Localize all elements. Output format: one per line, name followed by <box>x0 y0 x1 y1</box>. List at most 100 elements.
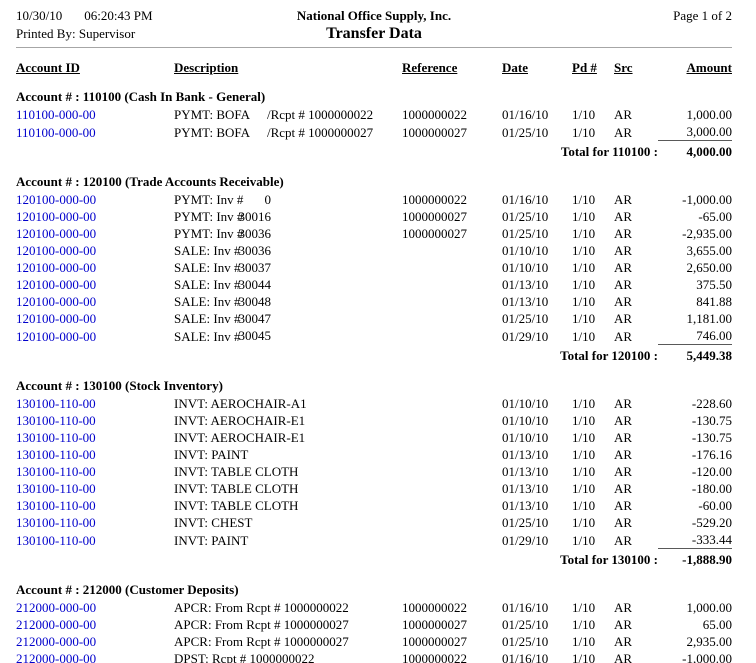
column-header-row: Account ID Description Reference Date Pd… <box>16 48 732 82</box>
description-label: SALE: Inv # <box>174 260 241 275</box>
description-number: 30036 <box>238 243 272 258</box>
period-cell: 1/10 <box>572 413 596 428</box>
account-section-heading: Account # : 120100 (Trade Accounts Recei… <box>16 167 732 191</box>
description-label: PYMT: BOFA <box>174 107 251 122</box>
period-cell: 1/10 <box>572 226 596 241</box>
account-id-link[interactable]: 130100-110-00 <box>16 481 96 496</box>
period-cell: 1/10 <box>572 209 596 224</box>
description-detail: /Rcpt # 1000000022 <box>267 107 374 122</box>
source-cell: AR <box>614 634 633 649</box>
account-id-link[interactable]: 120100-000-00 <box>16 192 97 207</box>
date-cell: 01/13/10 <box>502 447 549 462</box>
column-header-reference: Reference <box>402 60 458 75</box>
reference-cell <box>402 514 502 531</box>
period-cell: 1/10 <box>572 651 596 663</box>
description-label: PYMT: Inv # <box>174 209 244 224</box>
column-header-date: Date <box>502 60 528 75</box>
account-id-link[interactable]: 130100-110-00 <box>16 498 96 513</box>
account-id-link[interactable]: 120100-000-00 <box>16 328 97 344</box>
source-cell: AR <box>614 481 633 496</box>
reference-cell <box>402 531 502 549</box>
table-row: 130100-110-00 INVT: PAINT 01/13/10 1/10 … <box>16 446 732 463</box>
account-id-link[interactable]: 130100-110-00 <box>16 464 96 479</box>
account-id-link[interactable]: 212000-000-00 <box>16 651 97 663</box>
amount-cell: -333.44 <box>691 532 732 547</box>
account-id-link[interactable]: 120100-000-00 <box>16 294 97 309</box>
account-id-link[interactable]: 212000-000-00 <box>16 634 97 649</box>
account-id-link[interactable]: 120100-000-00 <box>16 260 97 275</box>
date-cell: 01/25/10 <box>502 311 549 326</box>
source-cell: AR <box>614 515 633 530</box>
description-label: INVT: AEROCHAIR-A1 <box>174 396 307 411</box>
printed-by: Printed By: Supervisor <box>16 26 136 41</box>
account-id-link[interactable]: 130100-110-00 <box>16 430 96 445</box>
source-cell: AR <box>614 243 633 258</box>
table-row: 120100-000-00 PYMT: Inv # 0 1000000022 01… <box>16 191 732 208</box>
amount-cell: -176.16 <box>691 447 732 462</box>
account-id-link[interactable]: 110100-000-00 <box>16 107 96 122</box>
period-cell: 1/10 <box>572 396 596 411</box>
account-id-link[interactable]: 120100-000-00 <box>16 277 97 292</box>
amount-cell: -65.00 <box>698 209 732 224</box>
date-cell: 01/16/10 <box>502 107 549 122</box>
date-cell: 01/16/10 <box>502 651 549 663</box>
source-cell: AR <box>614 447 633 462</box>
date-cell: 01/16/10 <box>502 600 549 615</box>
period-cell: 1/10 <box>572 634 596 649</box>
period-cell: 1/10 <box>572 447 596 462</box>
description-number: 30016 <box>238 209 272 224</box>
section-total-row: Total for 120100 : 5,449.38 <box>16 344 732 371</box>
description-label: APCR: From Rcpt # 1000000027 <box>174 634 349 649</box>
date-cell: 01/13/10 <box>502 498 549 513</box>
total-label: Total for 110100 : <box>560 144 658 159</box>
table-row: 130100-110-00 INVT: TABLE CLOTH 01/13/10… <box>16 480 732 497</box>
account-id-link[interactable]: 120100-000-00 <box>16 311 97 326</box>
date-cell: 01/25/10 <box>502 209 549 224</box>
description-label: APCR: From Rcpt # 1000000022 <box>174 600 349 615</box>
page-indicator: Page 1 of 2 <box>673 8 732 23</box>
period-cell: 1/10 <box>572 328 596 344</box>
account-id-link[interactable]: 110100-000-00 <box>16 124 96 140</box>
total-amount: 4,000.00 <box>658 140 732 167</box>
description-number: 30044 <box>238 277 272 292</box>
period-cell: 1/10 <box>572 532 596 548</box>
date-cell: 01/13/10 <box>502 277 549 292</box>
account-id-link[interactable]: 120100-000-00 <box>16 209 97 224</box>
table-row: 212000-000-00 APCR: From Rcpt # 10000000… <box>16 599 732 616</box>
account-id-link[interactable]: 130100-110-00 <box>16 532 96 548</box>
reference-cell: 1000000022 <box>402 192 467 207</box>
date-cell: 01/25/10 <box>502 124 549 140</box>
description-label: INVT: TABLE CLOTH <box>174 464 299 479</box>
table-row: 130100-110-00 INVT: PAINT 01/29/10 1/10 … <box>16 531 732 549</box>
date-cell: 01/25/10 <box>502 226 549 241</box>
description-label: INVT: TABLE CLOTH <box>174 498 299 513</box>
reference-cell <box>402 293 502 310</box>
source-cell: AR <box>614 498 633 513</box>
amount-cell: 746.00 <box>696 328 732 343</box>
total-label: Total for 130100 : <box>560 552 658 567</box>
report-date: 10/30/10 <box>16 8 63 23</box>
account-id-link[interactable]: 212000-000-00 <box>16 600 97 615</box>
period-cell: 1/10 <box>572 107 596 122</box>
table-row: 120100-000-00 SALE: Inv #30037 01/10/10 … <box>16 259 732 276</box>
reference-cell <box>402 276 502 293</box>
account-id-link[interactable]: 212000-000-00 <box>16 617 97 632</box>
account-id-link[interactable]: 120100-000-00 <box>16 243 97 258</box>
account-id-link[interactable]: 130100-110-00 <box>16 396 96 411</box>
source-cell: AR <box>614 226 633 241</box>
source-cell: AR <box>614 260 633 275</box>
account-id-link[interactable]: 130100-110-00 <box>16 413 96 428</box>
description-label: SALE: Inv # <box>174 311 241 326</box>
period-cell: 1/10 <box>572 192 596 207</box>
total-amount: -1,888.90 <box>658 548 732 575</box>
reference-cell: 1000000027 <box>402 617 467 632</box>
amount-cell: -130.75 <box>691 430 732 445</box>
column-header-description: Description <box>174 60 239 75</box>
date-cell: 01/25/10 <box>502 617 549 632</box>
account-id-link[interactable]: 130100-110-00 <box>16 447 96 462</box>
source-cell: AR <box>614 209 633 224</box>
account-id-link[interactable]: 130100-110-00 <box>16 515 96 530</box>
reference-cell <box>402 480 502 497</box>
table-row: 130100-110-00 INVT: TABLE CLOTH 01/13/10… <box>16 463 732 480</box>
account-id-link[interactable]: 120100-000-00 <box>16 226 97 241</box>
